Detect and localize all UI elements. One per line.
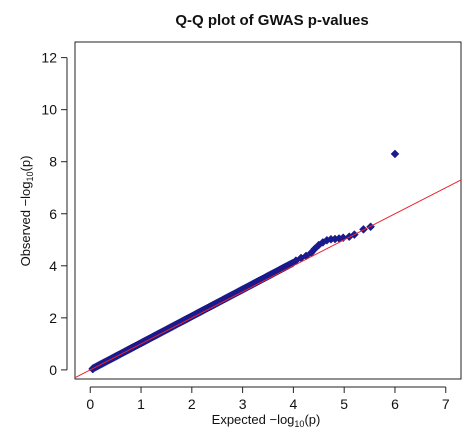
y-tick-label: 6 (49, 206, 57, 222)
y-axis-title: Observed −log10(p) (18, 156, 35, 267)
x-tick-label: 2 (188, 396, 196, 412)
x-axis-title: Expected −log10(p) (212, 412, 321, 429)
y-tick-label: 12 (41, 50, 57, 66)
x-tick-label: 7 (442, 396, 450, 412)
y-tick-label: 0 (49, 362, 57, 378)
y-tick-label: 8 (49, 154, 57, 170)
data-points (88, 149, 400, 374)
y-tick-label: 4 (49, 258, 57, 274)
y-axis: 0 2 4 6 8 10 12 (41, 50, 68, 378)
chart-title: Q-Q plot of GWAS p-values (175, 12, 368, 29)
x-tick-label: 0 (86, 396, 94, 412)
y-tick-label: 2 (49, 310, 57, 326)
x-tick-label: 5 (340, 396, 348, 412)
reference-line (74, 179, 462, 379)
x-tick-label: 3 (239, 396, 247, 412)
x-tick-label: 1 (137, 396, 145, 412)
x-tick-label: 6 (391, 396, 399, 412)
y-tick-label: 10 (41, 102, 57, 118)
plot-frame (74, 41, 462, 380)
x-tick-label: 4 (289, 396, 297, 412)
x-axis: 0 1 2 3 4 5 6 7 (86, 386, 450, 412)
data-point (390, 149, 400, 159)
